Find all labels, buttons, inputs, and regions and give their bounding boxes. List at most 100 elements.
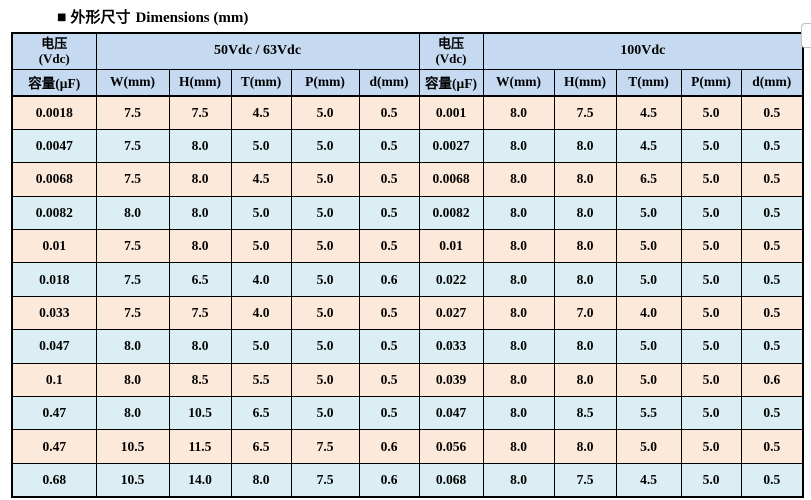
dimension-cell: 8.0 <box>230 462 292 498</box>
dimension-cell: 4.5 <box>615 462 682 498</box>
dimension-cell: 8.0 <box>553 329 617 364</box>
dimension-cell: 5.0 <box>290 162 360 197</box>
dimension-cell: 5.0 <box>615 262 682 297</box>
dimension-cell: 0.5 <box>358 95 420 130</box>
capacity-cell: 0.0018 <box>11 95 97 130</box>
dimension-cell: 10.5 <box>168 396 232 431</box>
dimension-cell: 0.5 <box>740 195 804 231</box>
dimension-cell: 8.5 <box>168 362 232 398</box>
dimension-cell: 7.5 <box>553 95 617 130</box>
dimension-cell: 8.5 <box>553 396 617 431</box>
dimension-cell: 7.5 <box>168 295 232 331</box>
dimension-cell: 0.5 <box>358 195 420 231</box>
dimension-cell: 8.0 <box>482 362 555 398</box>
dimension-cell: 7.5 <box>95 128 170 164</box>
voltage-label-right: 电压 (Vdc) <box>418 32 484 70</box>
table-row: 0.1 8.0 8.5 5.5 5.0 0.5 0.039 8.0 8.0 5.0 5.0 0.6 <box>11 362 804 398</box>
dimension-cell: 5.0 <box>290 362 360 398</box>
voltage-value-left: 50Vdc / 63Vdc <box>95 32 420 70</box>
dimension-cell: 5.0 <box>230 128 292 164</box>
dimension-cell: 5.0 <box>680 95 742 130</box>
table-row: 0.0082 8.0 8.0 5.0 5.0 0.5 0.0082 8.0 8.0 5.0 5.0 0… <box>11 195 804 231</box>
dim-column-header: T(mm) <box>230 68 292 97</box>
dimension-cell: 5.0 <box>680 295 742 331</box>
dimension-cell: 5.0 <box>230 229 292 264</box>
dimension-cell: 5.0 <box>290 195 360 231</box>
dimension-cell: 7.5 <box>290 462 360 498</box>
capacity-cell: 0.68 <box>11 462 97 498</box>
dimension-cell: 5.0 <box>680 262 742 297</box>
dimension-cell: 0.5 <box>358 362 420 398</box>
dimension-cell: 0.5 <box>740 162 804 197</box>
dimension-cell: 0.5 <box>740 429 804 464</box>
capacity-cell: 0.022 <box>418 262 484 297</box>
dimension-cell: 0.5 <box>740 295 804 331</box>
dimension-cell: 8.0 <box>482 295 555 331</box>
dimension-cell: 5.0 <box>290 95 360 130</box>
dimension-cell: 7.5 <box>95 295 170 331</box>
dimension-cell: 8.0 <box>482 95 555 130</box>
dim-column-header: d(mm) <box>358 68 420 97</box>
dimension-cell: 5.0 <box>615 329 682 364</box>
dimension-cell: 5.0 <box>680 195 742 231</box>
dimension-cell: 8.0 <box>168 329 232 364</box>
capacity-cell: 0.01 <box>11 229 97 264</box>
dimensions-table: 电压 (Vdc) 50Vdc / 63Vdc 电压 (Vdc) 100Vdc 容… <box>11 32 805 498</box>
dimension-cell: 4.5 <box>230 162 292 197</box>
dimension-cell: 7.0 <box>553 295 617 331</box>
dimension-cell: 0.5 <box>740 262 804 297</box>
dimension-cell: 0.5 <box>358 229 420 264</box>
dimension-cell: 8.0 <box>168 128 232 164</box>
dimension-cell: 8.0 <box>553 262 617 297</box>
table-row: 0.018 7.5 6.5 4.0 5.0 0.6 0.022 8.0 8.0 5.0 5.0 0.5 <box>11 262 804 297</box>
capacity-cell: 0.001 <box>418 95 484 130</box>
dim-column-header: d(mm) <box>740 68 804 97</box>
voltage-label-left-line1: 电压 <box>41 35 68 51</box>
dimension-cell: 8.0 <box>482 329 555 364</box>
dim-column-header: P(mm) <box>290 68 360 97</box>
dimension-cell: 0.5 <box>740 396 804 431</box>
dimension-cell: 7.5 <box>168 95 232 130</box>
dimension-cell: 8.0 <box>482 462 555 498</box>
dimension-cell: 5.5 <box>615 396 682 431</box>
dimension-cell: 7.5 <box>95 262 170 297</box>
voltage-value-right: 100Vdc <box>482 32 804 70</box>
dimension-cell: 8.0 <box>553 429 617 464</box>
capacity-cell: 0.033 <box>418 329 484 364</box>
voltage-header-row: 电压 (Vdc) 50Vdc / 63Vdc 电压 (Vdc) 100Vdc <box>11 32 804 70</box>
voltage-label-right-line1: 电压 <box>437 35 464 51</box>
dimension-cell: 4.5 <box>615 95 682 130</box>
dimension-cell: 5.0 <box>290 329 360 364</box>
column-header-row: 容量(μF) W(mm) H(mm) T(mm) P(mm) d(mm) 容量(μF) W(m… <box>11 68 804 97</box>
capacity-cell: 0.47 <box>11 396 97 431</box>
dimension-cell: 0.5 <box>740 95 804 130</box>
table-row: 0.68 10.5 14.0 8.0 7.5 0.6 0.068 8.0 7.5 4.5 5.0 0.… <box>11 462 804 498</box>
dimension-cell: 5.0 <box>680 396 742 431</box>
capacity-cell: 0.039 <box>418 362 484 398</box>
dimension-cell: 5.5 <box>230 362 292 398</box>
dimension-cell: 8.0 <box>95 195 170 231</box>
dimension-cell: 8.0 <box>482 128 555 164</box>
dimension-cell: 8.0 <box>482 229 555 264</box>
dimension-cell: 10.5 <box>95 462 170 498</box>
dimension-cell: 5.0 <box>615 429 682 464</box>
capacity-cell: 0.018 <box>11 262 97 297</box>
table-row: 0.0018 7.5 7.5 4.5 5.0 0.5 0.001 8.0 7.5 4.5 5.0 0.… <box>11 95 804 130</box>
dimension-cell: 8.0 <box>553 362 617 398</box>
dimension-cell: 10.5 <box>95 429 170 464</box>
dimension-cell: 8.0 <box>553 162 617 197</box>
dimension-cell: 5.0 <box>615 229 682 264</box>
dimension-cell: 0.5 <box>358 128 420 164</box>
dimension-cell: 5.0 <box>290 229 360 264</box>
table-row: 0.033 7.5 7.5 4.0 5.0 0.5 0.027 8.0 7.0 4.0 5.0 0.5 <box>11 295 804 331</box>
page-edge-widget[interactable] <box>801 23 811 48</box>
dimension-cell: 6.5 <box>615 162 682 197</box>
dimension-cell: 8.0 <box>95 396 170 431</box>
dimension-cell: 5.0 <box>290 295 360 331</box>
dimension-cell: 8.0 <box>553 229 617 264</box>
dimension-cell: 4.5 <box>230 95 292 130</box>
dimension-cell: 4.5 <box>615 128 682 164</box>
dim-column-header: W(mm) <box>482 68 555 97</box>
dimension-cell: 5.0 <box>680 429 742 464</box>
